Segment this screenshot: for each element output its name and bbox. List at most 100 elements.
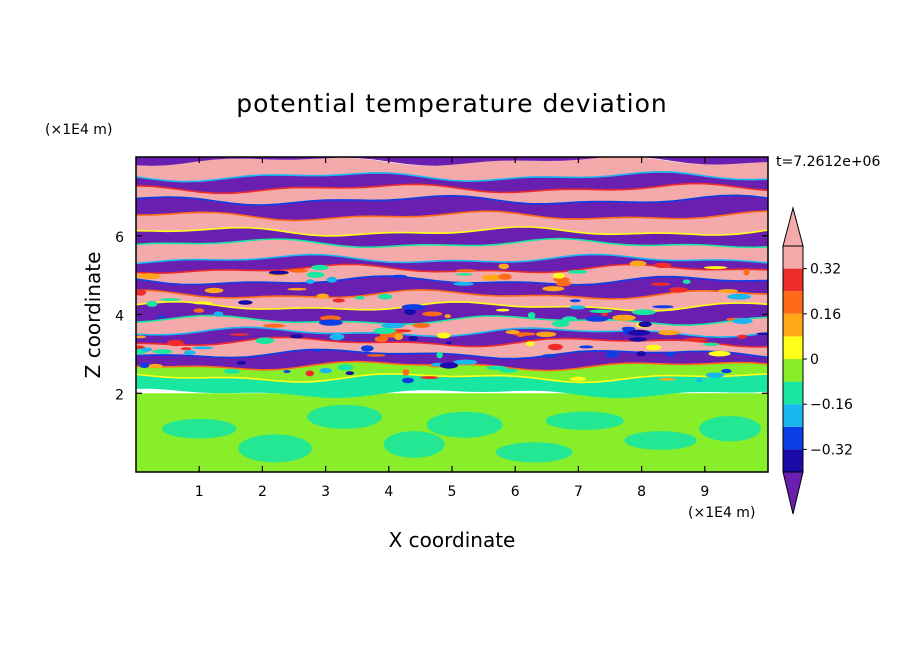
x-tick-label-2: 2 bbox=[258, 484, 267, 500]
y-tick-label-6: 6 bbox=[115, 230, 124, 246]
filament-5 bbox=[320, 315, 342, 321]
filament-31 bbox=[684, 337, 708, 342]
contour-band-4 bbox=[136, 337, 768, 359]
filament-59 bbox=[445, 341, 452, 345]
contour-band-2 bbox=[136, 361, 768, 383]
filament-77 bbox=[268, 270, 289, 275]
filament-127 bbox=[374, 336, 389, 343]
contour-band-14 bbox=[136, 211, 768, 236]
filament-104 bbox=[192, 301, 213, 305]
filament-133 bbox=[436, 351, 443, 359]
filament-87 bbox=[136, 289, 147, 296]
filament-32 bbox=[498, 263, 510, 270]
band-edge-17 bbox=[136, 182, 768, 195]
filament-47 bbox=[669, 287, 688, 293]
y-tick-label-2: 2 bbox=[115, 387, 124, 403]
filament-44 bbox=[146, 300, 158, 307]
band-edge-5 bbox=[136, 336, 768, 348]
filament-35 bbox=[147, 363, 163, 369]
filament-73 bbox=[542, 354, 557, 358]
filament-17 bbox=[721, 368, 732, 374]
x-axis-ticks: 1 2 3 4 5 6 7 8 9 bbox=[195, 157, 709, 500]
filament-114 bbox=[238, 300, 253, 305]
filament-60 bbox=[632, 309, 656, 316]
x-tick-label-7: 7 bbox=[574, 484, 583, 500]
filament-120 bbox=[453, 359, 478, 365]
filament-85 bbox=[579, 345, 594, 349]
filament-18 bbox=[326, 276, 337, 283]
filament-128 bbox=[708, 350, 731, 357]
band-edge-18 bbox=[136, 171, 768, 183]
turbulent-eddy-5 bbox=[495, 442, 573, 463]
filament-131 bbox=[316, 293, 329, 299]
filament-57 bbox=[562, 316, 577, 322]
filament-25 bbox=[337, 364, 354, 371]
filament-41 bbox=[727, 293, 751, 300]
filament-139 bbox=[230, 333, 249, 336]
filament-69 bbox=[180, 347, 192, 351]
filament-22 bbox=[551, 320, 570, 327]
filament-24 bbox=[332, 298, 345, 303]
filament-68 bbox=[223, 368, 241, 374]
contour-field bbox=[136, 157, 768, 472]
filament-96 bbox=[658, 378, 676, 381]
filament-63 bbox=[420, 376, 439, 380]
filament-6 bbox=[499, 368, 518, 373]
filament-116 bbox=[542, 286, 565, 292]
band-edge-13 bbox=[136, 237, 768, 249]
filament-36 bbox=[569, 305, 586, 310]
filament-76 bbox=[455, 269, 476, 273]
filament-135 bbox=[585, 316, 608, 322]
filament-124 bbox=[408, 336, 419, 341]
filament-121 bbox=[439, 362, 458, 369]
contour-band-16 bbox=[136, 183, 768, 206]
filament-117 bbox=[311, 264, 329, 271]
colorbar-segment-7 bbox=[783, 291, 803, 314]
filament-70 bbox=[192, 346, 214, 350]
filament-26 bbox=[453, 282, 474, 286]
filament-75 bbox=[402, 369, 410, 376]
filament-137 bbox=[156, 315, 167, 319]
filament-107 bbox=[137, 273, 161, 280]
x-tick-label-8: 8 bbox=[637, 484, 646, 500]
filament-67 bbox=[658, 330, 680, 336]
filament-72 bbox=[139, 362, 150, 369]
filament-48 bbox=[650, 282, 671, 286]
colorbar-segment-1 bbox=[783, 426, 803, 450]
filament-115 bbox=[743, 268, 750, 276]
filament-49 bbox=[183, 350, 196, 355]
contour-band-6 bbox=[136, 315, 768, 338]
filament-14 bbox=[535, 331, 557, 337]
filament-0 bbox=[682, 279, 691, 284]
colorbar-segment-2 bbox=[783, 404, 803, 427]
x-tick-label-4: 4 bbox=[384, 484, 393, 500]
colorbar-segment-9 bbox=[783, 246, 803, 269]
y-tick-label-4: 4 bbox=[115, 309, 124, 325]
filament-86 bbox=[305, 370, 315, 377]
filament-65 bbox=[401, 304, 426, 310]
band-edge-7 bbox=[136, 314, 768, 327]
filament-100 bbox=[702, 342, 720, 346]
filament-109 bbox=[354, 296, 365, 300]
filament-92 bbox=[732, 318, 753, 324]
filament-138 bbox=[306, 279, 315, 284]
time-stamp-label: t=7.2612e+06 bbox=[776, 154, 880, 170]
band-edge-15 bbox=[136, 210, 768, 222]
turbulent-eddy-8 bbox=[699, 415, 762, 442]
filament-78 bbox=[319, 368, 333, 374]
filament-110 bbox=[505, 330, 520, 335]
filament-64 bbox=[756, 332, 768, 336]
filament-91 bbox=[193, 308, 205, 313]
y-axis-label: Z coordinate bbox=[81, 252, 105, 379]
filament-42 bbox=[553, 272, 565, 279]
contour-band-8 bbox=[136, 289, 768, 312]
filament-50 bbox=[167, 339, 185, 347]
band-edge-2 bbox=[136, 372, 768, 384]
colorbar-label-4: −0.32 bbox=[810, 442, 853, 458]
x-tick-label-1: 1 bbox=[195, 484, 204, 500]
filament-58 bbox=[314, 349, 322, 353]
filament-43 bbox=[527, 312, 536, 319]
y-axis-unit: (×1E4 m) bbox=[45, 122, 112, 138]
filament-102 bbox=[666, 352, 676, 357]
filament-66 bbox=[366, 354, 386, 357]
